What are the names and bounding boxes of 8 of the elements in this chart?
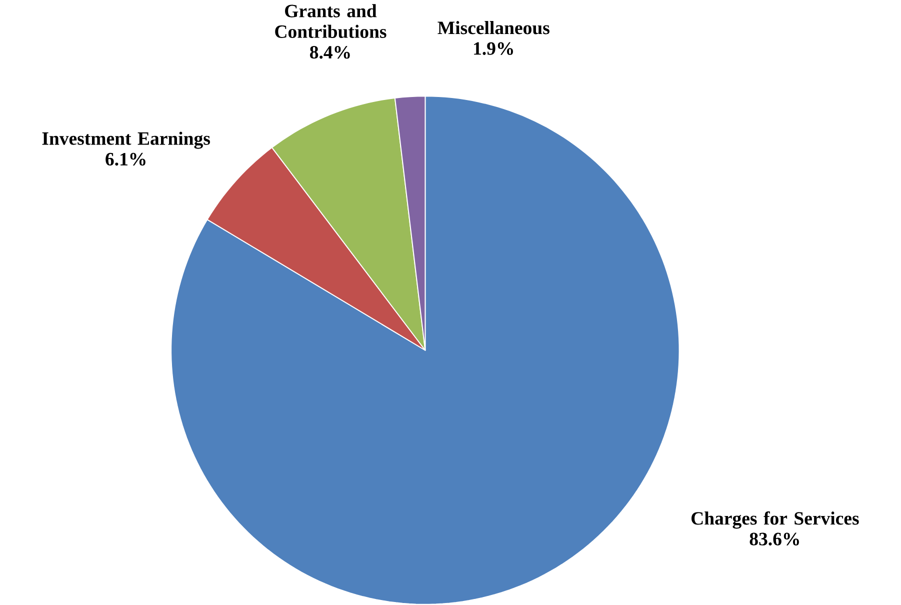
slice-label: Grants and Contributions — [275, 4, 386, 38]
slice-label: Investment Earnings — [42, 132, 210, 149]
data-label: 1.9% — [474, 42, 513, 56]
data-label: 8.4% — [310, 46, 350, 59]
slice-label: Miscellaneous — [438, 21, 550, 34]
data-label: 6.1% — [106, 152, 146, 166]
slice-label: Charges for Services — [692, 511, 859, 529]
data-label: 83.6% — [750, 532, 799, 546]
